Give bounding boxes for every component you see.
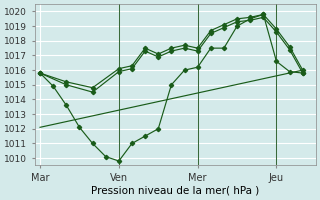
X-axis label: Pression niveau de la mer( hPa ): Pression niveau de la mer( hPa ) xyxy=(91,186,260,196)
